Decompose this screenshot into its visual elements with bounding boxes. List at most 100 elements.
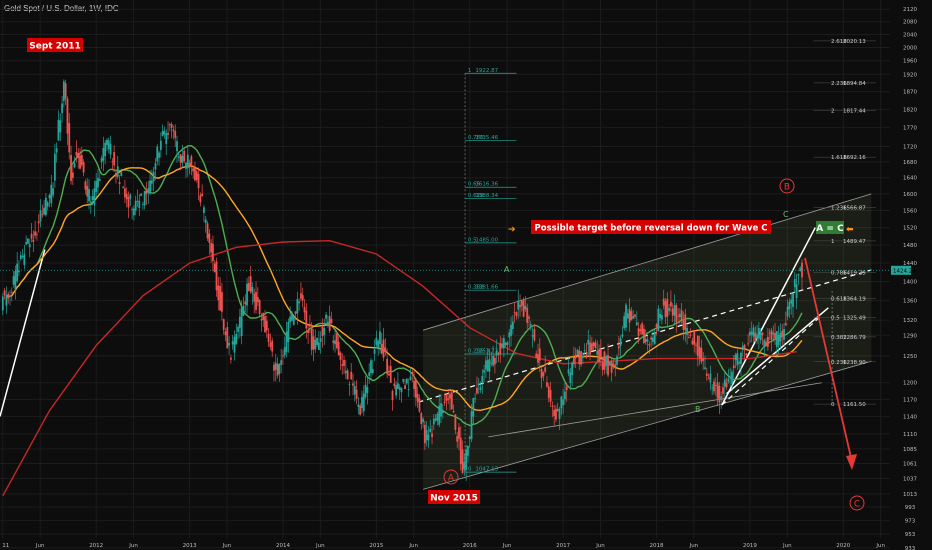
candle-body (653, 332, 656, 344)
candle-body (129, 194, 132, 199)
candle-body (754, 332, 757, 342)
y-tick-label: 1680 (903, 160, 917, 166)
candle-body (208, 233, 211, 243)
candle-body (747, 343, 750, 345)
candle-body (535, 353, 538, 358)
candle-body (684, 314, 687, 331)
candle-body (161, 131, 164, 136)
candle-body (608, 361, 611, 366)
candle-body (177, 156, 180, 158)
candle-body (34, 231, 37, 236)
candle-body (450, 392, 453, 410)
candle-body (714, 385, 717, 386)
candle-body (510, 324, 512, 336)
candle-body (14, 270, 17, 290)
candle-body (483, 370, 486, 373)
candle-body (447, 398, 450, 400)
fib-right-value: 1364.19 (843, 297, 866, 303)
candle-body (176, 141, 178, 152)
candle-body (420, 412, 423, 425)
candle-body (416, 393, 419, 402)
candle-body (402, 378, 405, 382)
candle-body (655, 324, 658, 328)
candle-body (601, 362, 604, 370)
x-tick-label: 2012 (89, 543, 103, 549)
candle-body (45, 197, 47, 216)
candle-body (86, 185, 89, 197)
candle-body (46, 202, 49, 207)
candle-body (519, 304, 521, 308)
candle-body (705, 373, 708, 376)
candle-body (301, 295, 304, 301)
candle-body (470, 411, 473, 440)
channel-upper-line (422, 193, 872, 331)
candle-body (296, 299, 299, 314)
fib-left-value: 1485.00 (475, 237, 498, 243)
candle-body (159, 140, 162, 150)
candle-body (134, 200, 137, 211)
candle-body (174, 130, 177, 138)
candle-body (357, 404, 360, 407)
candle-body (458, 427, 460, 439)
candle-body (353, 385, 356, 395)
fib-right-value: 1286.79 (843, 335, 866, 341)
candle-body (502, 338, 505, 349)
candle-body (339, 352, 342, 360)
candle-body (610, 361, 613, 373)
candle-body (168, 124, 171, 126)
candle-body (790, 299, 793, 304)
candle-body (661, 315, 663, 320)
candle-body (147, 188, 150, 193)
candle-body (291, 312, 293, 321)
candle-body (671, 308, 674, 316)
candle-body (260, 318, 263, 321)
candle-body (766, 336, 769, 347)
y-tick-label: 2040 (903, 32, 917, 38)
candle-body (7, 293, 10, 299)
candle-body (682, 320, 685, 330)
candle-body (700, 347, 703, 362)
candle-body (456, 436, 459, 442)
candle-body (723, 379, 726, 387)
y-tick-label: 1480 (903, 243, 917, 249)
candle-body (285, 331, 288, 353)
candle-body (138, 200, 141, 209)
candle-body (587, 339, 590, 345)
candle-body (581, 355, 584, 358)
a-equals-c-bg (816, 221, 844, 234)
candle-body (271, 340, 274, 352)
candle-body (452, 411, 455, 413)
candle-body (332, 340, 335, 343)
candle-body (48, 194, 51, 199)
candle-body (287, 321, 290, 343)
candle-body (555, 408, 557, 420)
candle-body (111, 161, 114, 163)
candle-body (522, 300, 525, 317)
wave-b-circle-letter: B (784, 183, 790, 193)
y-tick-label: 953 (905, 532, 916, 538)
candle-body (486, 359, 489, 372)
fib-right-value: 1325.49 (843, 315, 866, 321)
candle-body (77, 152, 80, 159)
candle-body (298, 301, 301, 304)
y-tick-label: 1770 (903, 126, 917, 132)
candle-body (19, 255, 22, 260)
candle-body (106, 139, 108, 145)
fib-left-value: 1253.73 (475, 348, 498, 354)
candle-body (781, 330, 784, 338)
candle-body (377, 340, 380, 349)
candle-body (326, 321, 329, 325)
a-equals-c-label: A = C (816, 224, 844, 234)
candle-body (203, 207, 205, 214)
candle-body (732, 365, 735, 369)
candle-body (574, 354, 577, 359)
y-tick-label: 1600 (903, 192, 917, 198)
candle-body (632, 315, 635, 319)
x-tick-label: 2016 (463, 543, 477, 549)
candle-body (18, 270, 20, 273)
candle-body (722, 387, 724, 394)
candle-body (736, 352, 739, 366)
candle-body (499, 343, 502, 355)
candle-body (702, 358, 705, 361)
fib-right-value: 1817.44 (843, 108, 866, 114)
